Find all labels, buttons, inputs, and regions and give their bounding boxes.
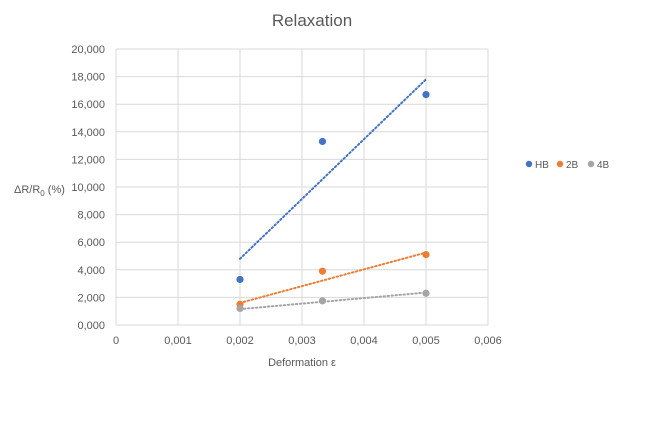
- x-tick-label: 0,004: [350, 335, 378, 347]
- legend-label-hb: HB: [535, 160, 549, 171]
- y-tick-label: 16,000: [71, 99, 105, 111]
- data-point-2b: [318, 267, 327, 275]
- data-point-4b: [318, 297, 327, 305]
- chart-title: Relaxation: [272, 11, 352, 30]
- y-tick-label: 2,000: [77, 292, 105, 304]
- y-tick-label: 8,000: [77, 210, 105, 222]
- legend-label-2b: 2B: [566, 160, 579, 171]
- y-tick-label: 14,000: [71, 127, 105, 139]
- legend: HB 2B 4B: [525, 160, 610, 171]
- data-point-hb: [422, 90, 430, 99]
- x-tick-label: 0,006: [474, 335, 502, 347]
- y-tick-label: 12,000: [71, 154, 105, 166]
- trendlines: [239, 78, 427, 311]
- y-tick-label: 20,000: [71, 44, 105, 56]
- trendline-hb: [239, 78, 427, 260]
- x-tick-label: 0,003: [288, 335, 316, 347]
- trendline-2b: [239, 251, 427, 304]
- x-tick-label: 0,001: [164, 335, 192, 347]
- axes: 0,000 2,000 4,000 6,000 8,000 10,000 12,000 14,…: [71, 44, 501, 347]
- y-tick-label: 6,000: [77, 237, 105, 249]
- x-tick-label: 0,002: [226, 335, 254, 347]
- y-axis-label-subscript: 0: [40, 189, 45, 198]
- data-point-hb: [318, 137, 327, 146]
- legend-marker-hb: [525, 160, 533, 168]
- y-axis-label-main: ΔR/R: [14, 184, 40, 196]
- legend-marker-4b: [587, 160, 595, 168]
- data-point-hb: [236, 275, 244, 284]
- trendline-4b: [239, 291, 427, 311]
- y-tick-label: 18,000: [71, 72, 105, 84]
- x-tick-label: 0,005: [412, 335, 440, 347]
- y-axis-label: ΔR/R0 (%): [14, 184, 65, 198]
- data-point-2b: [422, 251, 430, 259]
- data-points: [236, 90, 430, 313]
- x-axis-label: Deformation ε: [268, 357, 336, 369]
- y-tick-label: 10,000: [71, 182, 105, 194]
- data-point-4b: [236, 304, 244, 313]
- legend-marker-2b: [556, 160, 564, 168]
- y-axis-label-unit: (%): [45, 184, 65, 196]
- legend-label-4b: 4B: [597, 160, 610, 171]
- gridlines: [115, 48, 489, 326]
- x-tick-label: 0: [113, 335, 119, 347]
- y-tick-label: 4,000: [77, 265, 105, 277]
- y-tick-label: 0,000: [77, 320, 105, 332]
- data-point-4b: [422, 289, 430, 297]
